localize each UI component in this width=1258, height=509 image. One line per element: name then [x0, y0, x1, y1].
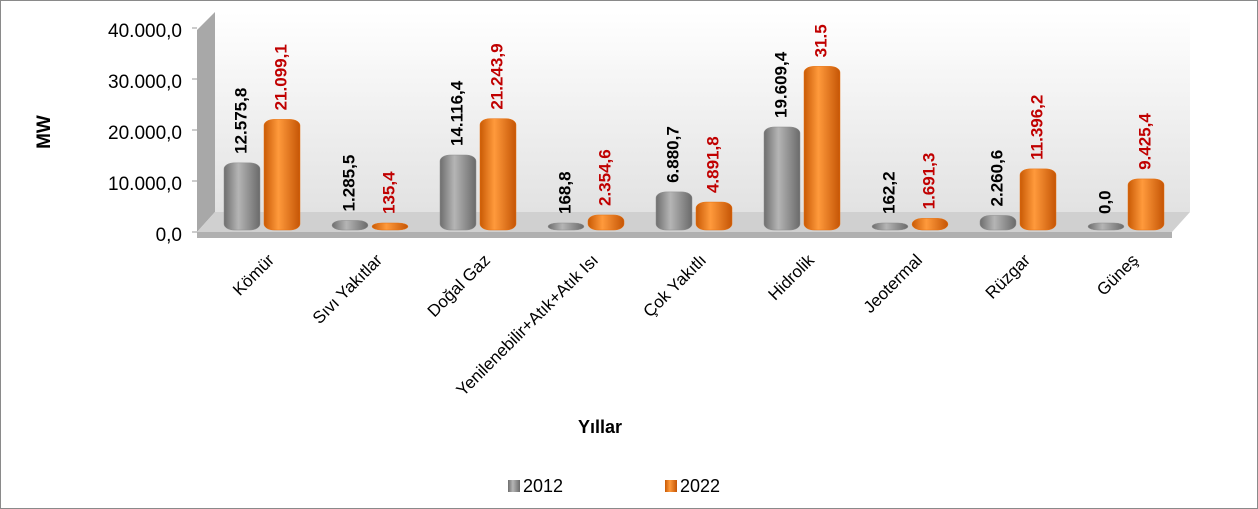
- bar: [479, 118, 517, 231]
- x-axis-title: Yıllar: [578, 417, 622, 437]
- value-label: 162,2: [879, 171, 898, 214]
- value-label: 4.891,8: [703, 136, 722, 193]
- value-label: 21.099,1: [271, 44, 290, 110]
- value-label: 31.5: [811, 24, 830, 57]
- value-label: 14.116,4: [447, 80, 466, 146]
- value-label: 2.260,6: [987, 150, 1006, 207]
- floor-edge: [197, 232, 1172, 238]
- legend-swatch: [665, 480, 677, 492]
- bar: [1019, 168, 1057, 231]
- bar: [587, 214, 625, 231]
- value-label: 9.425,4: [1135, 113, 1154, 170]
- bar: [911, 218, 949, 231]
- bar: [547, 222, 585, 231]
- y-tick-label: 40.000,0: [108, 21, 182, 42]
- value-label: 6.880,7: [663, 126, 682, 183]
- value-label: 0,0: [1095, 190, 1114, 214]
- bar: [979, 215, 1017, 231]
- bar: [871, 222, 909, 231]
- bar: [763, 126, 801, 231]
- value-label: 135,4: [379, 171, 398, 214]
- value-label: 2.354,6: [595, 149, 614, 206]
- bar: [371, 222, 409, 231]
- value-label: 1.285,5: [339, 155, 358, 212]
- value-label: 12.575,8: [231, 88, 250, 154]
- legend-swatch: [508, 480, 520, 492]
- bar: [263, 119, 301, 231]
- side-wall: [197, 12, 215, 232]
- legend-label: 2022: [680, 476, 720, 496]
- value-label: 21.243,9: [487, 43, 506, 109]
- bar: [695, 201, 733, 231]
- bar: [1127, 178, 1165, 231]
- y-axis-title: MW: [34, 115, 55, 149]
- y-tick-label: 20.000,0: [108, 123, 182, 144]
- value-label: 168,8: [555, 171, 574, 214]
- y-tick-label: 10.000,0: [108, 174, 182, 195]
- bar: [1087, 222, 1125, 231]
- bar: [223, 162, 261, 231]
- value-label: 11.396,2: [1027, 95, 1046, 160]
- y-tick-label: 0,0: [156, 225, 182, 246]
- bar: [331, 220, 369, 231]
- value-label: 19.609,4: [771, 51, 790, 118]
- bar: [439, 154, 477, 231]
- y-tick-label: 30.000,0: [108, 72, 182, 93]
- legend-label: 2012: [523, 476, 563, 496]
- bar: [803, 66, 841, 231]
- bar: [655, 191, 693, 231]
- value-label: 1.691,3: [919, 153, 938, 210]
